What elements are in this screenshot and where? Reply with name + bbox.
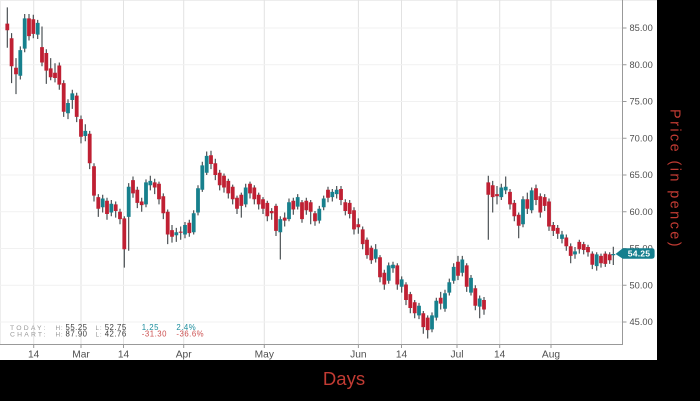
svg-text:L:: L: <box>96 331 103 338</box>
svg-text:-31.30: -31.30 <box>142 329 167 338</box>
svg-text:60.00: 60.00 <box>630 207 653 217</box>
svg-text:54.25: 54.25 <box>628 249 651 259</box>
svg-text:14: 14 <box>28 350 40 361</box>
svg-text:14: 14 <box>396 350 408 361</box>
svg-text:80.00: 80.00 <box>630 60 653 70</box>
svg-text:Mar: Mar <box>72 350 90 361</box>
svg-text:87.90: 87.90 <box>66 329 88 338</box>
svg-text:85.00: 85.00 <box>630 23 653 33</box>
svg-text:14: 14 <box>494 350 506 361</box>
svg-text:14: 14 <box>118 350 130 361</box>
svg-text:50.00: 50.00 <box>630 280 653 290</box>
svg-text:L:: L: <box>96 325 103 332</box>
svg-text:Jun: Jun <box>350 350 366 361</box>
svg-text:2.4%: 2.4% <box>176 323 196 332</box>
svg-text:70.00: 70.00 <box>630 133 653 143</box>
svg-text:42.76: 42.76 <box>105 329 127 338</box>
svg-text:H:: H: <box>56 325 64 332</box>
svg-text:75.00: 75.00 <box>630 97 653 107</box>
svg-text:45.00: 45.00 <box>630 317 653 327</box>
svg-text:Price (in pence): Price (in pence) <box>667 109 683 249</box>
svg-text:Days: Days <box>323 368 365 389</box>
svg-text:55.25: 55.25 <box>66 323 88 332</box>
svg-text:Jul: Jul <box>450 350 463 361</box>
svg-text:52.75: 52.75 <box>105 323 127 332</box>
svg-text:Apr: Apr <box>176 350 192 361</box>
svg-text:65.00: 65.00 <box>630 170 653 180</box>
svg-text:1.25: 1.25 <box>142 323 159 332</box>
svg-text:TODAY:: TODAY: <box>10 325 48 332</box>
svg-text:H:: H: <box>56 331 64 338</box>
svg-text:Aug: Aug <box>542 350 560 361</box>
svg-text:-36.6%: -36.6% <box>176 329 204 338</box>
svg-text:CHART:: CHART: <box>10 331 48 338</box>
svg-text:May: May <box>255 350 275 361</box>
